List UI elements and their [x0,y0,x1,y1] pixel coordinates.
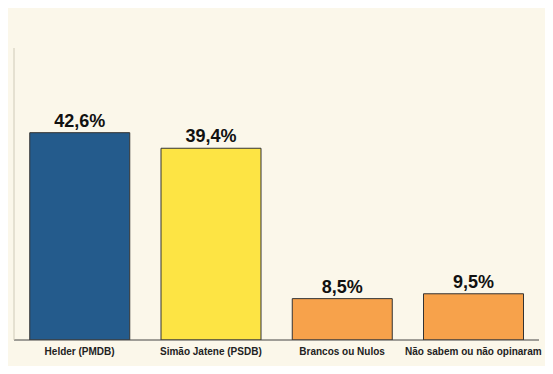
svg-text:Simão Jatene (PSDB): Simão Jatene (PSDB) [160,346,262,357]
svg-text:9,5%: 9,5% [453,272,494,292]
svg-text:39,4%: 39,4% [185,126,236,146]
svg-text:Brancos ou Nulos: Brancos ou Nulos [299,346,385,357]
svg-text:8,5%: 8,5% [322,277,363,297]
svg-text:Helder (PMDB): Helder (PMDB) [45,346,115,357]
svg-text:Não sabem ou não opinaram: Não sabem ou não opinaram [405,346,542,357]
svg-text:42,6%: 42,6% [54,111,105,131]
